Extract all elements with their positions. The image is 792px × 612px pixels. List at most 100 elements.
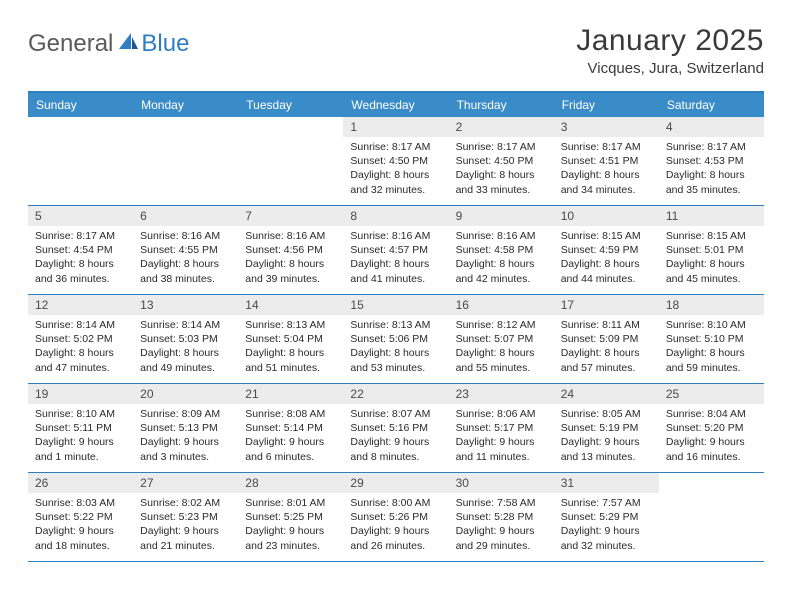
day-details: Sunrise: 8:05 AMSunset: 5:19 PMDaylight:…: [554, 404, 659, 469]
sunset-line: Sunset: 4:50 PM: [456, 154, 547, 168]
daylight-line: Daylight: 8 hours and 44 minutes.: [561, 257, 652, 285]
day-details: Sunrise: 8:01 AMSunset: 5:25 PMDaylight:…: [238, 493, 343, 558]
day-number: 18: [659, 295, 764, 315]
sunrise-line: Sunrise: 8:10 AM: [666, 318, 757, 332]
weekday-header: Tuesday: [238, 93, 343, 117]
sunset-line: Sunset: 5:23 PM: [140, 510, 231, 524]
sunrise-line: Sunrise: 8:08 AM: [245, 407, 336, 421]
sunset-line: Sunset: 5:09 PM: [561, 332, 652, 346]
day-number: 23: [449, 384, 554, 404]
daylight-line: Daylight: 8 hours and 38 minutes.: [140, 257, 231, 285]
sunset-line: Sunset: 4:51 PM: [561, 154, 652, 168]
day-details: Sunrise: 8:15 AMSunset: 5:01 PMDaylight:…: [659, 226, 764, 291]
calendar-day: 22Sunrise: 8:07 AMSunset: 5:16 PMDayligh…: [343, 384, 448, 472]
daylight-line: Daylight: 8 hours and 55 minutes.: [456, 346, 547, 374]
day-number: 24: [554, 384, 659, 404]
calendar-day: [28, 117, 133, 205]
daylight-line: Daylight: 9 hours and 16 minutes.: [666, 435, 757, 463]
day-details: Sunrise: 8:15 AMSunset: 4:59 PMDaylight:…: [554, 226, 659, 291]
day-number: 11: [659, 206, 764, 226]
calendar-day: 4Sunrise: 8:17 AMSunset: 4:53 PMDaylight…: [659, 117, 764, 205]
calendar-day: 8Sunrise: 8:16 AMSunset: 4:57 PMDaylight…: [343, 206, 448, 294]
sunrise-line: Sunrise: 8:16 AM: [350, 229, 441, 243]
day-details: Sunrise: 8:02 AMSunset: 5:23 PMDaylight:…: [133, 493, 238, 558]
sunset-line: Sunset: 4:50 PM: [350, 154, 441, 168]
calendar-day: 5Sunrise: 8:17 AMSunset: 4:54 PMDaylight…: [28, 206, 133, 294]
calendar-day: [659, 473, 764, 561]
daylight-line: Daylight: 8 hours and 59 minutes.: [666, 346, 757, 374]
sunrise-line: Sunrise: 8:02 AM: [140, 496, 231, 510]
sunset-line: Sunset: 5:02 PM: [35, 332, 126, 346]
daylight-line: Daylight: 9 hours and 11 minutes.: [456, 435, 547, 463]
sunset-line: Sunset: 5:14 PM: [245, 421, 336, 435]
day-details: Sunrise: 8:17 AMSunset: 4:54 PMDaylight:…: [28, 226, 133, 291]
logo-text-2: Blue: [141, 30, 189, 58]
sunrise-line: Sunrise: 8:10 AM: [35, 407, 126, 421]
daylight-line: Daylight: 9 hours and 26 minutes.: [350, 524, 441, 552]
day-number: 4: [659, 117, 764, 137]
daylight-line: Daylight: 8 hours and 57 minutes.: [561, 346, 652, 374]
day-details: Sunrise: 8:06 AMSunset: 5:17 PMDaylight:…: [449, 404, 554, 469]
day-number: 30: [449, 473, 554, 493]
day-details: Sunrise: 8:17 AMSunset: 4:51 PMDaylight:…: [554, 137, 659, 202]
calendar-day: 25Sunrise: 8:04 AMSunset: 5:20 PMDayligh…: [659, 384, 764, 472]
calendar-day: 10Sunrise: 8:15 AMSunset: 4:59 PMDayligh…: [554, 206, 659, 294]
daylight-line: Daylight: 8 hours and 36 minutes.: [35, 257, 126, 285]
sunset-line: Sunset: 5:04 PM: [245, 332, 336, 346]
day-details: Sunrise: 8:12 AMSunset: 5:07 PMDaylight:…: [449, 315, 554, 380]
sunrise-line: Sunrise: 8:00 AM: [350, 496, 441, 510]
weekday-header: Wednesday: [343, 93, 448, 117]
day-details: Sunrise: 7:58 AMSunset: 5:28 PMDaylight:…: [449, 493, 554, 558]
calendar-day: 27Sunrise: 8:02 AMSunset: 5:23 PMDayligh…: [133, 473, 238, 561]
day-number: 17: [554, 295, 659, 315]
sunrise-line: Sunrise: 8:07 AM: [350, 407, 441, 421]
sunrise-line: Sunrise: 8:13 AM: [350, 318, 441, 332]
calendar-day: 31Sunrise: 7:57 AMSunset: 5:29 PMDayligh…: [554, 473, 659, 561]
day-number: 2: [449, 117, 554, 137]
daylight-line: Daylight: 8 hours and 45 minutes.: [666, 257, 757, 285]
sunset-line: Sunset: 5:11 PM: [35, 421, 126, 435]
day-details: Sunrise: 8:16 AMSunset: 4:58 PMDaylight:…: [449, 226, 554, 291]
sunrise-line: Sunrise: 8:09 AM: [140, 407, 231, 421]
day-details: Sunrise: 8:17 AMSunset: 4:53 PMDaylight:…: [659, 137, 764, 202]
page-title: January 2025: [576, 24, 764, 58]
title-block: January 2025 Vicques, Jura, Switzerland: [576, 24, 764, 77]
day-details: Sunrise: 8:17 AMSunset: 4:50 PMDaylight:…: [343, 137, 448, 202]
day-number: 22: [343, 384, 448, 404]
day-number: 15: [343, 295, 448, 315]
sunrise-line: Sunrise: 8:03 AM: [35, 496, 126, 510]
day-details: Sunrise: 8:09 AMSunset: 5:13 PMDaylight:…: [133, 404, 238, 469]
daylight-line: Daylight: 8 hours and 41 minutes.: [350, 257, 441, 285]
calendar-day: 23Sunrise: 8:06 AMSunset: 5:17 PMDayligh…: [449, 384, 554, 472]
day-number: 21: [238, 384, 343, 404]
calendar-day: 9Sunrise: 8:16 AMSunset: 4:58 PMDaylight…: [449, 206, 554, 294]
calendar-day: 2Sunrise: 8:17 AMSunset: 4:50 PMDaylight…: [449, 117, 554, 205]
daylight-line: Daylight: 9 hours and 3 minutes.: [140, 435, 231, 463]
daylight-line: Daylight: 8 hours and 34 minutes.: [561, 168, 652, 196]
day-details: Sunrise: 7:57 AMSunset: 5:29 PMDaylight:…: [554, 493, 659, 558]
day-number: 31: [554, 473, 659, 493]
day-number: 10: [554, 206, 659, 226]
sunrise-line: Sunrise: 7:58 AM: [456, 496, 547, 510]
sunrise-line: Sunrise: 8:13 AM: [245, 318, 336, 332]
calendar-body: 1Sunrise: 8:17 AMSunset: 4:50 PMDaylight…: [28, 117, 764, 562]
sunrise-line: Sunrise: 8:12 AM: [456, 318, 547, 332]
sunrise-line: Sunrise: 8:17 AM: [350, 140, 441, 154]
sunrise-line: Sunrise: 7:57 AM: [561, 496, 652, 510]
sunrise-line: Sunrise: 8:17 AM: [666, 140, 757, 154]
sunset-line: Sunset: 4:55 PM: [140, 243, 231, 257]
sunset-line: Sunset: 4:57 PM: [350, 243, 441, 257]
sunset-line: Sunset: 5:20 PM: [666, 421, 757, 435]
day-details: Sunrise: 8:03 AMSunset: 5:22 PMDaylight:…: [28, 493, 133, 558]
daylight-line: Daylight: 8 hours and 49 minutes.: [140, 346, 231, 374]
day-details: Sunrise: 8:10 AMSunset: 5:11 PMDaylight:…: [28, 404, 133, 469]
sunset-line: Sunset: 5:17 PM: [456, 421, 547, 435]
sunrise-line: Sunrise: 8:01 AM: [245, 496, 336, 510]
logo-text-1: General: [28, 30, 113, 58]
sunset-line: Sunset: 5:29 PM: [561, 510, 652, 524]
day-number: 6: [133, 206, 238, 226]
day-details: Sunrise: 8:10 AMSunset: 5:10 PMDaylight:…: [659, 315, 764, 380]
sunset-line: Sunset: 5:16 PM: [350, 421, 441, 435]
day-number: 13: [133, 295, 238, 315]
sunrise-line: Sunrise: 8:15 AM: [561, 229, 652, 243]
